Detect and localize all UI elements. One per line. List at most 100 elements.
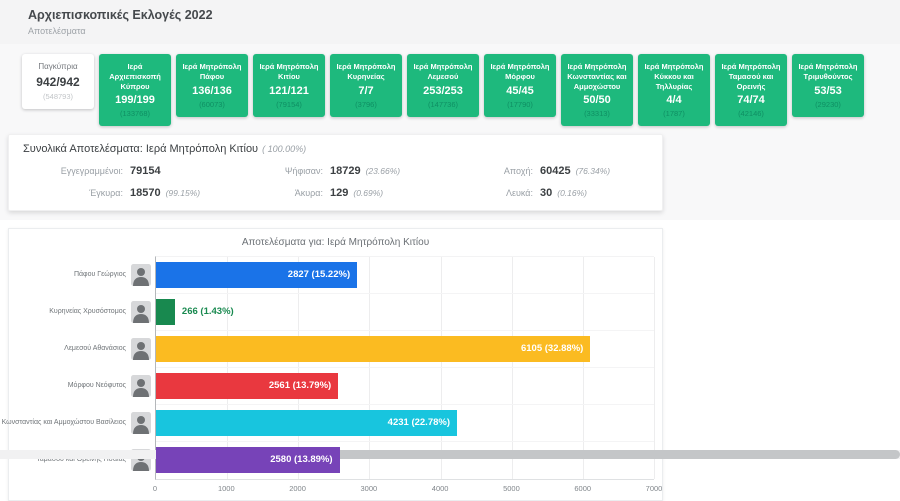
stat-label: Λευκά: (505, 188, 533, 199)
district-card[interactable]: Ιερά Μητρόπολη Κιτίου 121/121 (79154) (253, 54, 325, 117)
stat-percent: (23.66%) (365, 166, 401, 177)
x-axis-tick-label: 2000 (289, 484, 306, 494)
district-card[interactable]: Ιερά Μητρόπολη Μόρφου 45/45 (17790) (484, 54, 556, 117)
x-axis-tick-label: 3000 (360, 484, 378, 494)
district-station-count: 74/74 (737, 94, 765, 107)
x-axis-tick-label: 7000 (645, 484, 663, 494)
district-registered-count: (1787) (663, 109, 685, 119)
district-name: Ιερά Μητρόπολη Κωνσταντίας και Αμμοχώστο… (567, 62, 627, 91)
candidate-name-label: Κυρηνείας Χρυσόστομος (49, 308, 126, 316)
result-bar[interactable]: 2561 (13.79%) (156, 373, 339, 400)
district-card[interactable]: Ιερά Αρχιεπισκοπή Κύπρου 199/199 (133768… (99, 54, 171, 127)
district-station-count: 4/4 (666, 94, 682, 107)
result-bar[interactable]: 266 (1.43%) (156, 299, 234, 326)
district-station-count: 253/253 (423, 84, 463, 97)
chart-bar-row: 2827 (15.22%) (156, 257, 654, 295)
horizontal-scrollbar[interactable] (0, 450, 900, 459)
gridline (369, 257, 371, 480)
stat-percent: (0.69%) (353, 188, 384, 199)
stat-value: 79154 (130, 165, 161, 178)
chart-bar-row: 266 (1.43%) (156, 294, 654, 332)
page-title: Αρχιεπισκοπικές Εκλογές 2022 (28, 8, 213, 22)
district-card[interactable]: Ιερά Μητρόπολη Ταμασού και Ορεινής 74/74… (715, 54, 787, 127)
stat-value: 18729 (330, 165, 361, 178)
stat-percent: (99.15%) (165, 188, 201, 199)
district-registered-count: (29230) (815, 99, 841, 109)
stat-label: Έγκυρα: (89, 188, 123, 199)
result-bar[interactable]: 2827 (15.22%) (156, 262, 358, 289)
chart-labels-column: Πάφου Γεώργιος Κυρηνείας Χρυσόστομος Λεμ… (2, 256, 155, 496)
chart-category-row: Πάφου Γεώργιος (9, 256, 155, 293)
result-bar[interactable]: 2580 (13.89%) (156, 447, 340, 474)
scrollbar-thumb[interactable] (198, 450, 900, 459)
summary-title: Συνολικά Αποτελέσματα: Ιερά Μητρόπολη Κι… (23, 143, 648, 155)
district-card[interactable]: Παγκύπρια 942/942 (548793) (22, 54, 94, 110)
district-station-count: 136/136 (192, 84, 232, 97)
district-registered-count: (60073) (199, 99, 225, 109)
district-station-count: 942/942 (36, 75, 80, 90)
summary-stat: Έγκυρα: 18570 (99.15%) (23, 187, 223, 199)
district-station-count: 199/199 (115, 94, 155, 107)
chart-category-row: Μόρφου Νεόφυτος (9, 367, 155, 404)
gridline (582, 257, 584, 480)
candidate-name-label: Κωνσταντίας και Αμμοχώστου Βασίλειος (1, 419, 126, 427)
stat-value: 30 (540, 187, 553, 200)
chart-category-row: Κυρηνείας Χρυσόστομος (9, 293, 155, 330)
district-station-count: 7/7 (358, 84, 374, 97)
candidate-avatar (131, 374, 151, 397)
chart-category-row: Κωνσταντίας και Αμμοχώστου Βασίλειος (2, 404, 155, 441)
chart-title: Αποτελέσματα για: Ιερά Μητρόπολη Κιτίου (241, 237, 430, 249)
district-registered-count: (33313) (584, 109, 610, 119)
district-card[interactable]: Ιερά Μητρόπολη Πάφου 136/136 (60073) (176, 54, 248, 117)
x-axis-tick-label: 6000 (574, 484, 592, 494)
stat-value: 129 (330, 187, 349, 200)
district-registered-count: (133768) (119, 109, 151, 119)
gridline (654, 257, 655, 480)
x-axis-tick-label: 5000 (503, 484, 520, 494)
summary-stat: Εγγεγραμμένοι: 79154 (23, 165, 223, 177)
stat-value: 60425 (540, 165, 571, 178)
bar-value-label: 266 (1.43%) (181, 306, 234, 318)
summary-title-percent: ( 100.00%) (262, 144, 307, 155)
district-name: Ιερά Μητρόπολη Κιτίου (259, 62, 319, 81)
bar-value-label: 2827 (15.22%) (287, 269, 351, 281)
candidate-name-label: Πάφου Γεώργιος (73, 271, 126, 279)
district-card[interactable]: Ιερά Μητρόπολη Κύκκου και Τηλλυρίας 4/4 … (638, 54, 710, 127)
stat-label: Αποχή: (503, 166, 533, 177)
district-name: Ιερά Μητρόπολη Κυρηνείας (336, 62, 396, 81)
chart-bar-row: 2580 (13.89%) (156, 442, 654, 479)
summary-card: Συνολικά Αποτελέσματα: Ιερά Μητρόπολη Κι… (8, 134, 663, 212)
district-registered-count: (17790) (507, 99, 533, 109)
chart-bar-row: 4231 (22.78%) (156, 405, 654, 443)
district-card[interactable]: Ιερά Μητρόπολη Τριμυθούντος 53/53 (29230… (792, 54, 864, 117)
top-zone: Παγκύπρια 942/942 (548793) Ιερά Αρχιεπισ… (0, 44, 900, 221)
bar-value-label: 2561 (13.79%) (268, 380, 332, 392)
summary-stat: Αποχή: 60425 (76.34%) (433, 165, 648, 177)
x-axis-tick-label: 4000 (431, 484, 449, 494)
page-subtitle: Αποτελέσματα (28, 26, 86, 36)
district-registered-count: (42146) (738, 109, 764, 119)
chart-bar-row: 2561 (13.79%) (156, 368, 654, 406)
district-card[interactable]: Ιερά Μητρόπολη Κυρηνείας 7/7 (3796) (330, 54, 402, 117)
stat-value: 18570 (130, 187, 161, 200)
district-name: Ιερά Μητρόπολη Μόρφου (490, 62, 550, 81)
stat-percent: (0.16%) (557, 188, 588, 199)
gridline (440, 257, 442, 480)
district-name: Ιερά Μητρόπολη Τριμυθούντος (798, 62, 858, 81)
bar-value-label: 4231 (22.78%) (387, 417, 450, 429)
candidate-avatar (131, 411, 151, 434)
summary-title-text: Συνολικά Αποτελέσματα: Ιερά Μητρόπολη Κι… (23, 143, 259, 156)
district-station-count: 45/45 (506, 84, 534, 97)
district-card[interactable]: Ιερά Μητρόπολη Κωνσταντίας και Αμμοχώστο… (561, 54, 633, 127)
result-bar[interactable]: 4231 (22.78%) (156, 410, 457, 437)
district-name: Ιερά Μητρόπολη Ταμασού και Ορεινής (721, 62, 781, 91)
candidate-name-label: Μόρφου Νεόφυτος (67, 382, 126, 390)
district-name: Παγκύπρια (38, 62, 78, 71)
page-header: Αρχιεπισκοπικές Εκλογές 2022 Αποτελέσματ… (0, 0, 900, 44)
gridline (511, 257, 513, 480)
district-name: Ιερά Αρχιεπισκοπή Κύπρου (109, 62, 161, 91)
candidate-name-label: Λεμεσού Αθανάσιος (64, 345, 126, 353)
candidate-avatar (131, 263, 151, 286)
result-bar[interactable]: 6105 (32.88%) (156, 336, 591, 363)
district-card[interactable]: Ιερά Μητρόπολη Λεμεσού 253/253 (147736) (407, 54, 479, 117)
